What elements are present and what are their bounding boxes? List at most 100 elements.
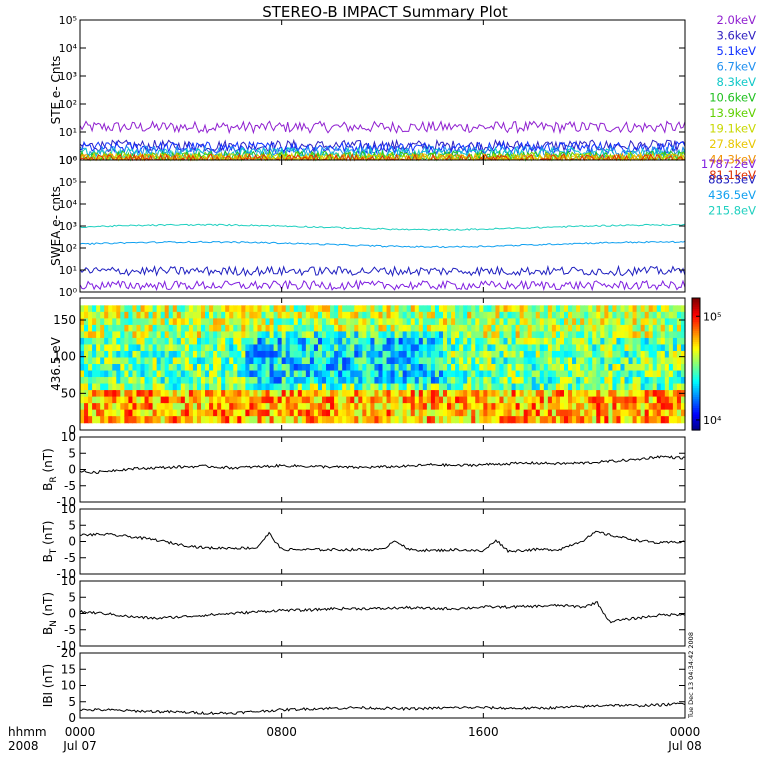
heatmap-cell [350,350,355,359]
heatmap-cell [96,390,101,398]
heatmap-cell [535,364,541,372]
heatmap-cell [330,377,335,385]
heatmap-cell [467,383,472,391]
heatmap-cell [394,305,400,313]
heatmap-cell [491,350,497,359]
heatmap-cell [362,357,367,365]
heatmap-cell [430,364,436,372]
heatmap-cell [346,318,351,326]
heatmap-cell [192,350,198,359]
colorbar-cell [692,375,700,378]
heatmap-cell [289,370,295,378]
heatmap-cell [487,383,492,391]
heatmap-cell [551,357,557,365]
heatmap-cell [447,390,452,398]
heatmap-cell [265,390,271,398]
heatmap-cell [398,409,404,417]
heatmap-cell [455,396,460,404]
heatmap-cell [636,403,642,411]
heatmap-cell [188,305,194,313]
heatmap-cell [120,331,125,339]
heatmap-cell [88,344,93,352]
heatmap-cell [277,331,283,339]
heatmap-cell [354,364,359,372]
heatmap-cell [338,331,343,339]
heatmap-cell [410,357,416,365]
heatmap-cell [172,331,178,339]
heatmap-cell [346,331,351,339]
heatmap-cell [378,383,384,391]
heatmap-cell [358,311,363,319]
panel-frame-3 [79,436,686,503]
heatmap-cell [188,318,194,326]
heatmap-cell [390,350,396,359]
heatmap-cell [414,364,420,372]
y-tick-label: 10⁶ [59,154,78,167]
legend-entry: 81.1keV [709,168,756,182]
heatmap-cell [188,377,194,385]
heatmap-cell [261,305,267,313]
heatmap-cell [616,383,622,391]
heatmap-cell [672,416,678,424]
heatmap-cell [192,364,198,372]
heatmap-cell [362,396,367,404]
heatmap-cell [503,318,509,326]
heatmap-cell [503,344,509,352]
heatmap-cell [330,409,335,417]
heatmap-cell [398,344,404,352]
heatmap-cell [84,416,89,424]
heatmap-cell [354,305,359,313]
heatmap-cell [475,383,480,391]
heatmap-cell [213,350,218,359]
heatmap-cell [84,364,89,372]
heatmap-cell [132,331,138,339]
heatmap-cell [297,337,303,346]
heatmap-cell [402,337,408,346]
heatmap-cell [160,337,166,346]
heatmap-cell [205,409,210,417]
heatmap-cell [281,396,287,404]
heatmap-cell [350,331,355,339]
heatmap-cell [374,390,380,398]
heatmap-cell [592,364,597,372]
heatmap-cell [209,364,214,372]
heatmap-cell [273,357,279,365]
heatmap-cell [604,311,609,319]
heatmap-cell [80,331,85,339]
heatmap-cell [479,396,484,404]
heatmap-cell [108,324,113,333]
heatmap-cell [84,337,89,346]
heatmap-cell [253,350,259,359]
heatmap-cell [289,344,295,352]
heatmap-cell [229,377,234,385]
heatmap-cell [434,324,440,333]
heatmap-cell [592,318,597,326]
heatmap-cell [120,364,125,372]
heatmap-cell [632,416,638,424]
heatmap-cell [543,344,549,352]
heatmap-cell [346,403,351,411]
heatmap-cell [317,324,323,333]
heatmap-cell [551,364,557,372]
heatmap-cell [225,383,230,391]
heatmap-cell [620,337,626,346]
heatmap-cell [261,403,267,411]
heatmap-cell [249,377,255,385]
heatmap-cell [209,331,214,339]
heatmap-cell [338,409,343,417]
heatmap-cell [414,416,420,424]
heatmap-cell [144,403,150,411]
heatmap-cell [378,364,384,372]
heatmap-cell [576,305,581,313]
heatmap-cell [588,390,593,398]
heatmap-cell [374,396,380,404]
heatmap-cell [676,364,682,372]
heatmap-cell [555,403,561,411]
heatmap-cell [237,416,242,424]
heatmap-cell [471,350,476,359]
heatmap-cell [668,383,674,391]
heatmap-cell [237,318,242,326]
heatmap-cell [196,337,202,346]
heatmap-cell [168,370,174,378]
heatmap-cell [515,364,521,372]
